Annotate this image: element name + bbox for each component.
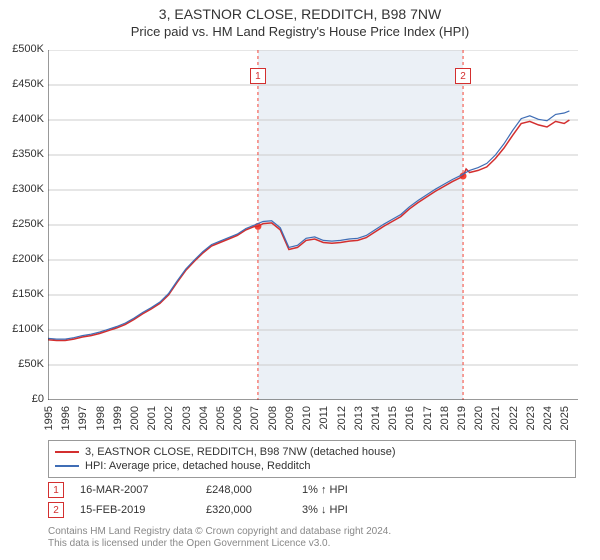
x-tick-label: 2015 xyxy=(387,406,399,430)
transaction-price: £248,000 xyxy=(206,484,286,496)
marker-box-2: 2 xyxy=(48,502,64,518)
x-tick-label: 2001 xyxy=(146,406,158,430)
legend-row: 3, EASTNOR CLOSE, REDDITCH, B98 7NW (det… xyxy=(55,445,569,459)
credit-line1: Contains HM Land Registry data © Crown c… xyxy=(48,526,576,538)
y-tick-label: £400K xyxy=(2,113,44,125)
x-tick-label: 1999 xyxy=(112,406,124,430)
x-tick-label: 2017 xyxy=(422,406,434,430)
legend-box: 3, EASTNOR CLOSE, REDDITCH, B98 7NW (det… xyxy=(48,440,576,478)
x-tick-label: 2018 xyxy=(439,406,451,430)
x-tick-label: 2010 xyxy=(301,406,313,430)
x-tick-label: 2012 xyxy=(336,406,348,430)
chart-container: { "titles": { "line1": "3, EASTNOR CLOSE… xyxy=(0,0,600,560)
x-tick-label: 1995 xyxy=(43,406,55,430)
x-tick-label: 2006 xyxy=(232,406,244,430)
y-tick-label: £300K xyxy=(2,183,44,195)
chart-area xyxy=(48,50,578,400)
x-tick-label: 2002 xyxy=(163,406,175,430)
marker-id: 2 xyxy=(53,505,59,516)
x-tick-label: 2008 xyxy=(267,406,279,430)
x-tick-label: 2007 xyxy=(249,406,261,430)
chart-title: 3, EASTNOR CLOSE, REDDITCH, B98 7NW xyxy=(0,6,600,22)
x-tick-label: 2004 xyxy=(198,406,210,430)
legend-label-1: 3, EASTNOR CLOSE, REDDITCH, B98 7NW (det… xyxy=(85,445,396,459)
x-tick-label: 2014 xyxy=(370,406,382,430)
y-tick-label: £250K xyxy=(2,218,44,230)
x-tick-label: 2005 xyxy=(215,406,227,430)
y-tick-label: £500K xyxy=(2,43,44,55)
transaction-date: 16-MAR-2007 xyxy=(80,484,190,496)
chart-marker-box: 1 xyxy=(250,68,266,84)
x-tick-label: 2011 xyxy=(318,406,330,430)
x-tick-label: 2016 xyxy=(404,406,416,430)
x-tick-label: 2009 xyxy=(284,406,296,430)
x-tick-label: 1996 xyxy=(60,406,72,430)
x-tick-label: 1997 xyxy=(77,406,89,430)
legend-label-2: HPI: Average price, detached house, Redd… xyxy=(85,459,310,473)
y-tick-label: £350K xyxy=(2,148,44,160)
transaction-row: 1 16-MAR-2007 £248,000 1% ↑ HPI xyxy=(48,480,576,500)
y-tick-label: £50K xyxy=(2,358,44,370)
legend-swatch-1 xyxy=(55,451,79,453)
x-tick-label: 2019 xyxy=(456,406,468,430)
y-tick-label: £200K xyxy=(2,253,44,265)
y-tick-label: £100K xyxy=(2,323,44,335)
marker-id: 1 xyxy=(53,485,59,496)
transaction-price: £320,000 xyxy=(206,504,286,516)
y-tick-label: £150K xyxy=(2,288,44,300)
credit-line2: This data is licensed under the Open Gov… xyxy=(48,538,576,550)
x-tick-label: 2013 xyxy=(353,406,365,430)
title-block: 3, EASTNOR CLOSE, REDDITCH, B98 7NW Pric… xyxy=(0,0,600,39)
x-tick-label: 2023 xyxy=(525,406,537,430)
marker-box-1: 1 xyxy=(48,482,64,498)
y-tick-label: £450K xyxy=(2,78,44,90)
transaction-date: 15-FEB-2019 xyxy=(80,504,190,516)
transaction-hpi-delta: 3% ↓ HPI xyxy=(302,504,382,516)
y-tick-label: £0 xyxy=(2,393,44,405)
x-tick-label: 2020 xyxy=(473,406,485,430)
credit-text: Contains HM Land Registry data © Crown c… xyxy=(48,526,576,550)
line-chart-svg xyxy=(48,50,578,400)
x-tick-label: 2000 xyxy=(129,406,141,430)
x-tick-label: 2021 xyxy=(490,406,502,430)
legend-swatch-2 xyxy=(55,465,79,467)
transaction-rows: 1 16-MAR-2007 £248,000 1% ↑ HPI 2 15-FEB… xyxy=(48,480,576,520)
transaction-row: 2 15-FEB-2019 £320,000 3% ↓ HPI xyxy=(48,500,576,520)
x-tick-label: 1998 xyxy=(95,406,107,430)
x-tick-label: 2024 xyxy=(542,406,554,430)
x-tick-label: 2025 xyxy=(559,406,571,430)
chart-subtitle: Price paid vs. HM Land Registry's House … xyxy=(0,24,600,39)
x-tick-label: 2022 xyxy=(508,406,520,430)
chart-marker-box: 2 xyxy=(455,68,471,84)
transaction-hpi-delta: 1% ↑ HPI xyxy=(302,484,382,496)
legend-row: HPI: Average price, detached house, Redd… xyxy=(55,459,569,473)
x-tick-label: 2003 xyxy=(181,406,193,430)
